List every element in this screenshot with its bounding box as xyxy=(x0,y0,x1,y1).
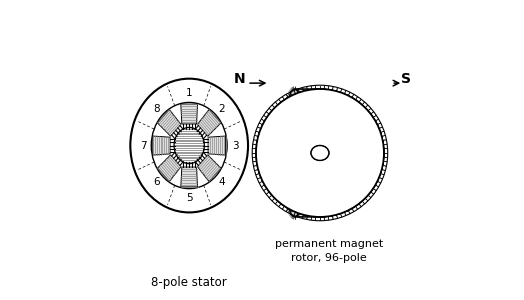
Text: 6: 6 xyxy=(154,178,160,188)
Ellipse shape xyxy=(311,146,329,160)
Text: 4: 4 xyxy=(219,178,225,188)
Text: 5: 5 xyxy=(186,193,192,203)
Ellipse shape xyxy=(283,89,307,217)
Ellipse shape xyxy=(130,79,248,212)
Polygon shape xyxy=(208,136,226,155)
Polygon shape xyxy=(181,104,198,124)
Polygon shape xyxy=(158,110,181,136)
Circle shape xyxy=(256,89,384,217)
Ellipse shape xyxy=(286,148,293,158)
Ellipse shape xyxy=(311,146,329,160)
Text: S: S xyxy=(401,72,411,86)
Polygon shape xyxy=(181,167,198,187)
Text: 8-pole stator: 8-pole stator xyxy=(151,276,227,289)
Text: N: N xyxy=(234,72,246,86)
Ellipse shape xyxy=(151,102,227,189)
Polygon shape xyxy=(153,136,170,155)
Text: 2: 2 xyxy=(219,103,225,114)
Text: permanent magnet
rotor, 96-pole: permanent magnet rotor, 96-pole xyxy=(275,239,383,263)
Text: 3: 3 xyxy=(232,140,238,151)
Text: 1: 1 xyxy=(186,88,192,98)
Text: 7: 7 xyxy=(140,140,147,151)
Polygon shape xyxy=(158,155,181,182)
Polygon shape xyxy=(294,89,384,217)
Polygon shape xyxy=(198,110,221,136)
Polygon shape xyxy=(198,155,221,182)
Circle shape xyxy=(256,89,384,217)
Text: 8: 8 xyxy=(154,103,160,114)
